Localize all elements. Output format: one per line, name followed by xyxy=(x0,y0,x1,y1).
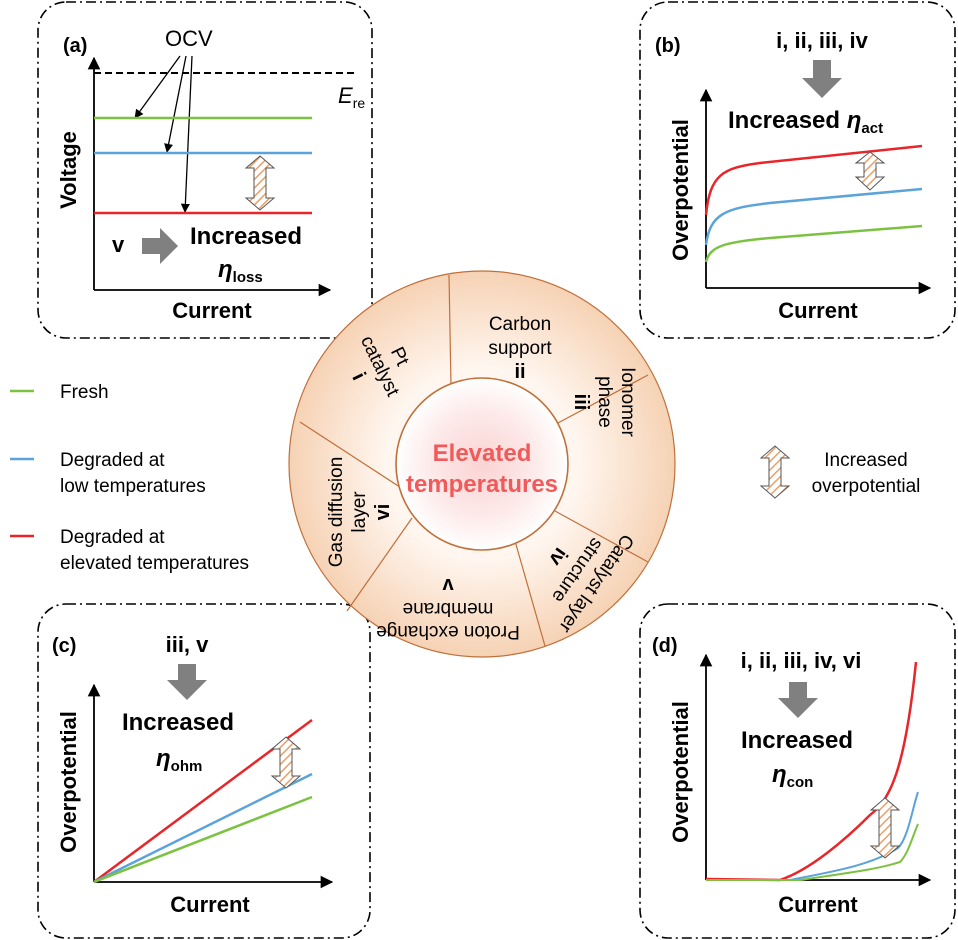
svg-text:support: support xyxy=(488,338,552,359)
panel-b-high-curve xyxy=(704,144,923,216)
e-re-label: Ere xyxy=(338,83,365,111)
svg-text:Ionomer: Ionomer xyxy=(617,367,638,437)
panel-a-label: (a) xyxy=(63,35,87,57)
panel-d-causes: i, ii, iii, iv, vi xyxy=(741,648,862,673)
segment-ionomer-phase: Ionomer phase iii xyxy=(570,367,638,437)
center-label-line-1: Elevated xyxy=(433,440,532,467)
panel-a-x-label: Current xyxy=(172,298,252,323)
panel-c-causes: iii, v xyxy=(166,632,210,657)
panel-b-gray-arrow xyxy=(802,60,842,98)
panel-b-double-arrow xyxy=(854,151,886,191)
ocv-pointer-red xyxy=(180,55,193,213)
svg-text:Gas diffusion: Gas diffusion xyxy=(326,457,347,568)
wheel-inner-circle xyxy=(395,377,569,551)
segment-gas-diffusion-layer: Gas diffusion layer vi xyxy=(326,457,394,568)
panel-c-label: (c) xyxy=(52,635,76,657)
legend-arrow-label-1: Increased xyxy=(824,450,907,471)
svg-text:ii: ii xyxy=(514,361,525,383)
panel-b-x-label: Current xyxy=(778,298,858,323)
panel-d-x-label: Current xyxy=(778,892,858,917)
panel-b-y-label: Overpotential xyxy=(668,119,693,261)
panel-a: (a) OCV Ere v Increased ηloss Voltage Cu… xyxy=(37,1,373,339)
panel-c-double-arrow xyxy=(270,736,302,789)
legend-arrow-label-2: overpotential xyxy=(812,476,921,497)
legend-double-arrow xyxy=(759,445,791,499)
svg-text:layer: layer xyxy=(349,491,370,533)
panel-b-causes: i, ii, iii, iv xyxy=(776,28,868,53)
panel-a-gray-arrow xyxy=(142,228,178,264)
panel-a-cause: v xyxy=(112,232,125,257)
svg-text:membrane: membrane xyxy=(403,598,494,619)
svg-text:v: v xyxy=(442,574,454,596)
panel-d-frame xyxy=(639,603,956,939)
panel-d-double-arrow xyxy=(869,797,901,859)
wheel: Elevated temperatures Pt catalyst i Carb… xyxy=(288,270,676,658)
panel-d: (d) i, ii, iii, iv, vi Increased ηcon Ov… xyxy=(639,603,956,939)
ocv-label: OCV xyxy=(165,26,213,51)
panel-c-x-label: Current xyxy=(170,892,250,917)
segment-proton-exchange-membrane: Proton exchange membrane v xyxy=(376,574,520,642)
panel-b: (b) i, ii, iii, iv Increased ηact Overpo… xyxy=(639,1,956,339)
center-label-line-2: temperatures xyxy=(406,471,558,498)
panel-b-label: (b) xyxy=(655,35,681,57)
panel-c-gray-arrow xyxy=(167,664,207,700)
panel-d-label: (d) xyxy=(652,635,678,657)
ocv-pointer-green xyxy=(134,55,181,119)
panel-c-eta: ηohm xyxy=(156,745,202,775)
panel-d-eta: ηcon xyxy=(772,761,813,791)
panel-d-increased: Increased xyxy=(741,727,853,754)
legend: Fresh Degraded at low temperatures Degra… xyxy=(10,382,920,574)
panel-b-low-curve xyxy=(704,187,923,246)
segment-carbon-support: Carbon support ii xyxy=(488,314,552,383)
panel-b-fresh-curve xyxy=(704,224,923,263)
panel-a-increased: Increased xyxy=(190,223,302,250)
panel-d-high-curve xyxy=(705,661,918,882)
panel-c-fresh-line xyxy=(93,795,313,884)
legend-low-label-2: low temperatures xyxy=(60,476,206,497)
panel-a-frame xyxy=(37,1,373,339)
panel-c-low-line xyxy=(93,772,313,884)
legend-high-label-1: Degraded at xyxy=(60,527,165,548)
panel-b-frame xyxy=(639,1,956,339)
panel-b-increased: Increased ηact xyxy=(728,107,883,137)
panel-a-eta: ηloss xyxy=(218,256,263,286)
svg-text:Proton exchange: Proton exchange xyxy=(376,621,520,642)
legend-fresh-label: Fresh xyxy=(60,382,109,403)
wheel-dividers xyxy=(299,274,649,647)
panel-c: (c) iii, v Increased ηohm Overpotential … xyxy=(37,603,371,939)
panel-c-y-label: Overpotential xyxy=(56,711,81,853)
svg-text:iii: iii xyxy=(570,394,592,411)
svg-text:Carbon: Carbon xyxy=(489,314,551,335)
panel-d-gray-arrow xyxy=(778,682,818,718)
svg-text:phase: phase xyxy=(594,376,615,428)
panel-d-fresh-curve xyxy=(706,823,919,881)
panel-a-double-arrow xyxy=(244,155,276,211)
panel-a-y-label: Voltage xyxy=(56,131,81,209)
panel-c-frame xyxy=(37,603,371,939)
legend-high-label-2: elevated temperatures xyxy=(60,553,249,574)
panel-c-increased: Increased xyxy=(122,709,234,736)
legend-low-label-1: Degraded at xyxy=(60,450,165,471)
panel-d-y-label: Overpotential xyxy=(668,701,693,843)
svg-text:vi: vi xyxy=(372,504,394,521)
